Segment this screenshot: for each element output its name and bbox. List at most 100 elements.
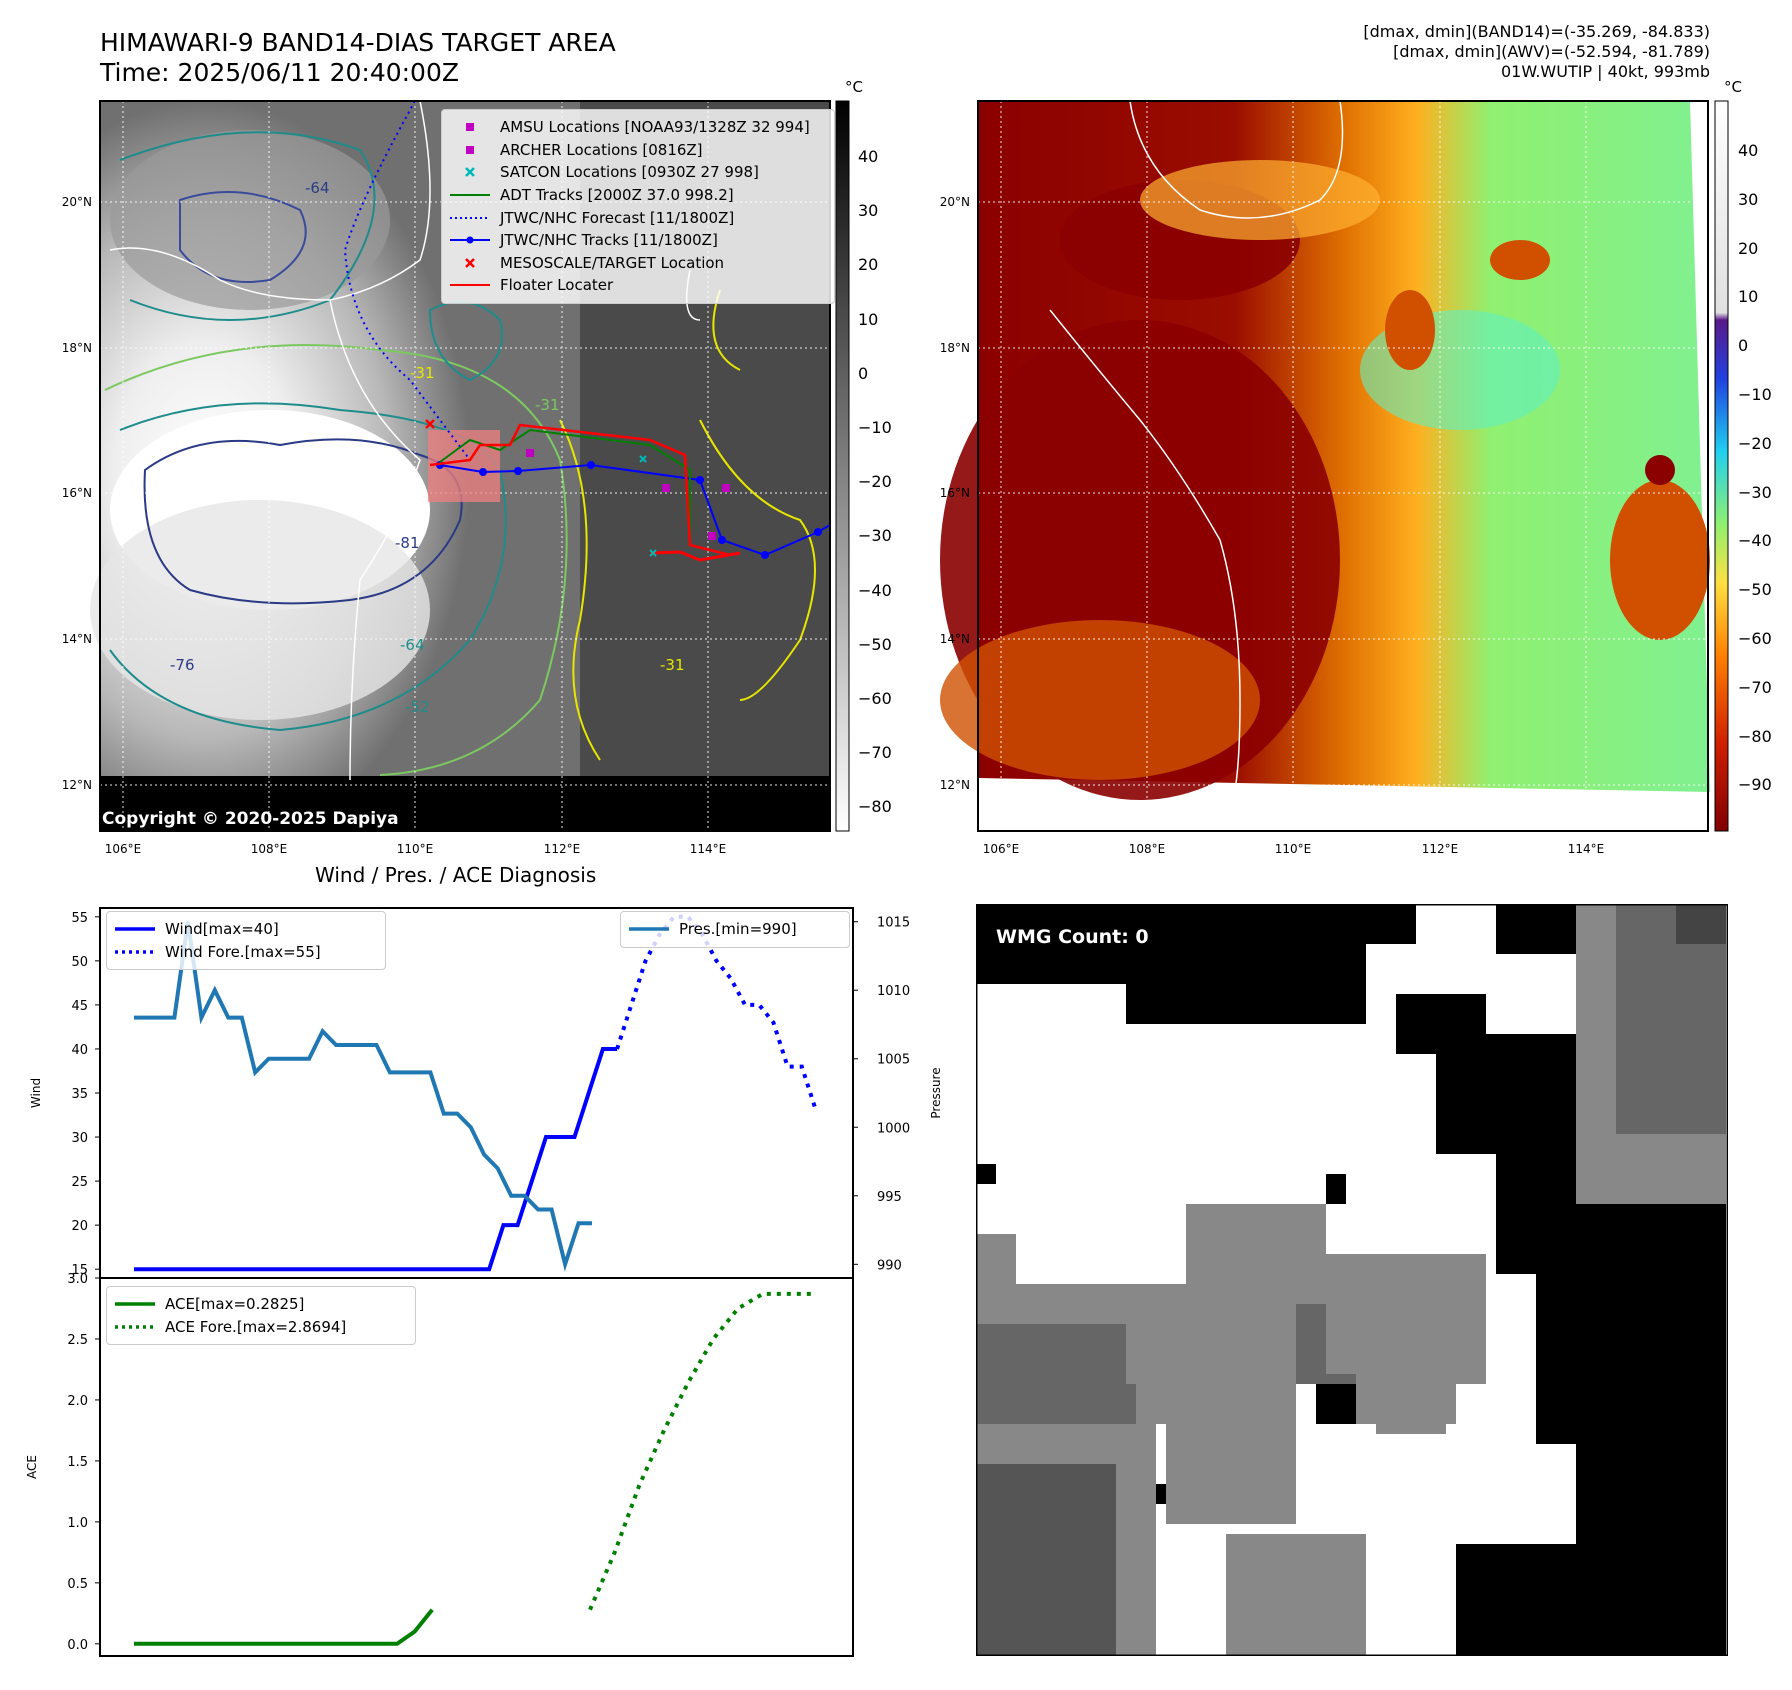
left-map-legend: AMSU Locations [NOAA93/1328Z 32 994] ARCH… bbox=[441, 109, 835, 304]
left-colorbar-unit: °C bbox=[845, 78, 863, 96]
stats-line-2: [dmax, dmin](AWV)=(-52.594, -81.789) bbox=[1393, 42, 1710, 61]
wmg-pixel-block bbox=[1226, 1534, 1366, 1656]
ace-forecast-series-line bbox=[588, 1291, 812, 1611]
left-map-lon-tick: 108°E bbox=[250, 842, 288, 856]
ace-series-line bbox=[134, 1608, 434, 1646]
legend-entry: JTWC/NHC Forecast [11/1800Z] bbox=[450, 206, 826, 229]
left-map-lat-tick: 12°N bbox=[61, 778, 92, 792]
legend-label: ADT Tracks [2000Z 37.0 998.2] bbox=[500, 186, 734, 205]
diagnosis-title: Wind / Pres. / ACE Diagnosis bbox=[315, 863, 597, 887]
pres-ytick-label: 1000 bbox=[877, 1121, 910, 1136]
wind-series-line bbox=[134, 1047, 618, 1272]
legend-label: JTWC/NHC Forecast [11/1800Z] bbox=[500, 208, 735, 227]
contour-label: -31 bbox=[535, 396, 560, 414]
left-map-lat-tick: 14°N bbox=[61, 632, 92, 646]
left-map-frame bbox=[99, 100, 831, 832]
wind-ytick-label: 20 bbox=[71, 1219, 88, 1234]
legend-key bbox=[450, 211, 490, 225]
right-colorbar-tick: 20 bbox=[1738, 238, 1759, 258]
right-colorbar-unit: °C bbox=[1724, 78, 1742, 96]
contour-label: -31 bbox=[410, 364, 435, 382]
wmg-pixel-block bbox=[1456, 1544, 1726, 1656]
right-colorbar-tick: 0 bbox=[1738, 336, 1749, 356]
figure-title: HIMAWARI-9 BAND14-DIAS TARGET AREA Time:… bbox=[100, 28, 616, 88]
legend-label: Floater Locater bbox=[500, 276, 614, 295]
pres-ytick-label: 1005 bbox=[877, 1053, 910, 1068]
legend-label: Wind[max=40] bbox=[165, 920, 279, 939]
wmg-pixel-block bbox=[976, 1164, 996, 1184]
floater-locater bbox=[429, 423, 731, 557]
left-colorbar-tick: −40 bbox=[858, 580, 892, 600]
ace-ytick-label: 0.0 bbox=[67, 1638, 88, 1653]
right-map-lon-tick: 108°E bbox=[1128, 842, 1166, 856]
stats-block: [dmax, dmin](BAND14)=(-35.269, -84.833) … bbox=[1363, 22, 1710, 82]
wind-ytick-label: 15 bbox=[71, 1263, 88, 1278]
left-colorbar-tick: −30 bbox=[858, 526, 892, 546]
legend-key bbox=[450, 143, 490, 157]
left-map-lon-tick: 110°E bbox=[396, 842, 434, 856]
pressure-axis-label: Pressure bbox=[929, 1067, 943, 1118]
right-colorbar-tick: −90 bbox=[1738, 775, 1772, 795]
wind-axis-label: Wind bbox=[29, 1078, 43, 1108]
legend-entry: AMSU Locations [NOAA93/1328Z 32 994] bbox=[450, 116, 826, 139]
right-map-image bbox=[940, 100, 1710, 831]
ace-legend: ACE[max=0.2825] ACE Fore.[max=2.8694] bbox=[106, 1286, 416, 1346]
wind-ytick-label: 50 bbox=[71, 955, 88, 970]
wmg-pixel-block bbox=[1166, 1304, 1296, 1524]
legend-entry: ARCHER Locations [0816Z] bbox=[450, 139, 826, 162]
left-map-lat-tick: 20°N bbox=[61, 195, 92, 209]
left-colorbar-tick: −80 bbox=[858, 797, 892, 817]
title-line-2: Time: 2025/06/11 20:40:00Z bbox=[100, 58, 459, 87]
wind-ytick-label: 35 bbox=[71, 1087, 88, 1102]
right-colorbar-tick: 30 bbox=[1738, 189, 1759, 209]
legend-entry: Floater Locater bbox=[450, 274, 826, 297]
title-line-1: HIMAWARI-9 BAND14-DIAS TARGET AREA bbox=[100, 28, 616, 57]
contour-label: -64 bbox=[400, 636, 425, 654]
legend-label: Wind Fore.[max=55] bbox=[165, 942, 321, 961]
legend-key bbox=[450, 188, 490, 202]
stats-line-3: 01W.WUTIP | 40kt, 993mb bbox=[1500, 62, 1710, 81]
ace-ytick-label: 1.0 bbox=[67, 1516, 88, 1531]
right-colorbar-tick: −50 bbox=[1738, 580, 1772, 600]
contour-label: -64 bbox=[305, 179, 330, 197]
left-colorbar-tick: 0 bbox=[858, 363, 869, 383]
wind-ytick-label: 25 bbox=[71, 1175, 88, 1190]
legend-entry: SATCON Locations [0930Z 27 998] bbox=[450, 161, 826, 184]
pres-ytick-label: 990 bbox=[877, 1258, 902, 1273]
copyright-text: Copyright © 2020-2025 Dapiya bbox=[102, 809, 399, 829]
wind-ytick-label: 55 bbox=[71, 911, 88, 926]
pressure-series-line bbox=[134, 921, 592, 1272]
legend-key bbox=[115, 922, 155, 936]
right-map-lat-tick: 18°N bbox=[939, 341, 970, 355]
legend-label: ACE Fore.[max=2.8694] bbox=[165, 1317, 347, 1336]
amsu-archer-markers bbox=[526, 449, 730, 540]
right-map-frame bbox=[977, 100, 1709, 832]
left-colorbar-tick: −10 bbox=[858, 418, 892, 437]
wind-ytick-label: 30 bbox=[71, 1131, 88, 1146]
legend-entry: Wind[max=40] bbox=[115, 918, 377, 941]
legend-label: SATCON Locations [0930Z 27 998] bbox=[500, 163, 759, 182]
wind-ytick-label: 45 bbox=[71, 999, 88, 1014]
legend-key bbox=[115, 1320, 155, 1334]
left-colorbar-tick: −70 bbox=[858, 743, 892, 763]
contour-label: -52 bbox=[405, 698, 430, 716]
wmg-panel bbox=[976, 904, 1728, 1656]
right-map-lon-tick: 110°E bbox=[1274, 842, 1312, 856]
right-colorbar-tick: −40 bbox=[1738, 531, 1772, 551]
contour-label: -81 bbox=[395, 534, 420, 552]
adt-track bbox=[439, 428, 691, 540]
right-map-lon-tick: 106°E bbox=[982, 842, 1020, 856]
legend-key bbox=[629, 922, 669, 936]
right-map-lon-tick: 112°E bbox=[1421, 842, 1459, 856]
right-colorbar: °C bbox=[1714, 78, 1742, 832]
wmg-count-badge: WMG Count: 0 bbox=[988, 922, 1157, 952]
wmg-pixel-block bbox=[976, 1464, 1116, 1656]
wind-forecast-series-line bbox=[615, 914, 818, 1112]
legend-key bbox=[115, 945, 155, 959]
legend-key bbox=[450, 278, 490, 292]
left-map-lon-tick: 106°E bbox=[104, 842, 142, 856]
left-colorbar: °C bbox=[835, 78, 863, 832]
left-map-lat-tick: 16°N bbox=[61, 486, 92, 500]
contour-label: -76 bbox=[170, 656, 195, 674]
ace-panel-frame bbox=[99, 1277, 854, 1657]
